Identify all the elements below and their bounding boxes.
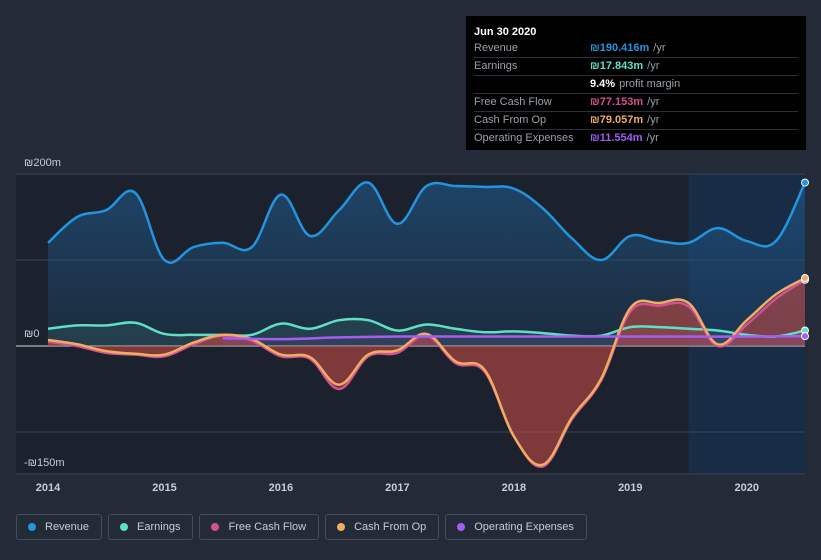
tooltip-row: Revenue ₪190.416m/yr [474,40,798,57]
cash-from-op-line [47,276,806,467]
tooltip-date: Jun 30 2020 [474,26,537,38]
x-tick-label: 2016 [269,482,293,494]
tooltip-unit: /yr [653,42,666,54]
tooltip-unit: /yr [646,132,659,144]
tooltip-row: Cash From Op ₪79.057m/yr [474,111,798,129]
x-tick-label: 2019 [618,482,642,494]
x-tick-label: 2015 [152,482,176,494]
tooltip-unit: /yr [647,60,660,72]
revenue-area [48,182,805,346]
operating-expenses-line [222,334,806,341]
revenue-endpoint [801,178,809,187]
legend-label: Free Cash Flow [228,521,307,533]
x-tick-label: 2020 [735,482,759,494]
legend-label: Revenue [45,521,90,533]
y-tick-label: ₪200m [24,157,61,169]
legend-dot-icon [337,523,346,531]
legend-item-revenue[interactable]: Revenue [16,514,103,540]
legend-label: Earnings [137,521,181,533]
cash-from-op-endpoint [801,274,809,283]
earnings-line [47,317,806,339]
tooltip-row: Operating Expenses ₪11.554m/yr [474,129,798,147]
legend-label: Cash From Op [354,521,427,533]
tooltip-value: ₪17.843m [590,60,644,72]
tooltip-label: Free Cash Flow [474,96,552,108]
tooltip-value: ₪11.554m [590,132,643,144]
tooltip-value: ₪79.057m [590,114,644,126]
tooltip-unit: /yr [647,96,660,108]
tooltip-label: Revenue [474,42,519,54]
tooltip-label: Earnings [474,60,518,72]
tooltip-unit: /yr [647,114,660,126]
legend-item-earnings[interactable]: Earnings [108,514,194,540]
tooltip-row: Free Cash Flow ₪77.153m/yr [474,93,798,111]
tooltip-value: 9.4% [590,78,616,90]
legend-dot-icon [120,523,129,531]
tooltip-value: ₪190.416m [590,42,650,54]
tooltip-unit: profit margin [619,78,681,90]
legend-item-free-cash-flow[interactable]: Free Cash Flow [199,514,320,540]
tooltip-value: ₪77.153m [590,96,644,108]
chart-area: ₪200m ₪0 -₪150m 2014 2015 2016 2017 2018 2019 202… [16,157,809,494]
legend-label: Operating Expenses [474,521,574,533]
y-tick-label: ₪0 [24,328,39,340]
legend-dot-icon [211,523,220,531]
x-tick-label: 2014 [36,482,61,494]
tooltip-label: Operating Expenses [474,132,574,144]
legend-item-cash-from-op[interactable]: Cash From Op [325,514,440,540]
tooltip-label: Cash From Op [474,114,547,126]
revenue-line [47,181,807,264]
y-tick-label: -₪150m [24,457,65,469]
x-tick-label: 2018 [502,482,526,494]
x-tick-label: 2017 [385,482,409,494]
operating-expenses-area [222,336,805,346]
legend-item-operating-expenses[interactable]: Operating Expenses [445,514,587,540]
tooltip-row: 9.4% profit margin [474,75,798,93]
tooltip-row: Earnings ₪17.843m/yr [474,57,798,75]
tooltip-panel: Jun 30 2020 Revenue ₪190.416m/yr Earnings ₪… [466,16,806,150]
tooltip-label [474,76,590,93]
legend-dot-icon [457,523,466,531]
operating-expenses-endpoint [801,332,809,341]
legend-dot-icon [28,523,36,531]
legend: Revenue Earnings Free Cash Flow Cash From O… [16,514,587,540]
